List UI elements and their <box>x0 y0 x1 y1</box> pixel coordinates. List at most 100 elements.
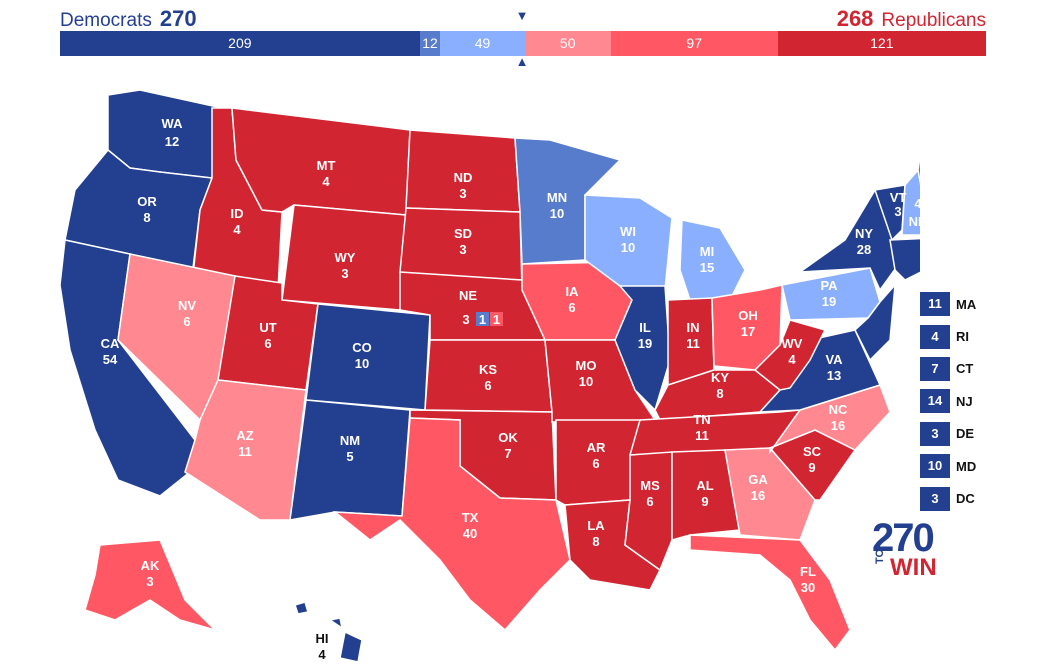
svg-text:NY: NY <box>855 226 873 241</box>
label-OR-abbr: OR <box>137 194 157 209</box>
label-OK-ev: 7 <box>504 446 511 461</box>
state-NH[interactable] <box>901 168 920 236</box>
svg-text:5: 5 <box>346 449 353 464</box>
label-OR-ev: 8 <box>143 210 150 225</box>
svg-text:TX: TX <box>462 510 479 525</box>
state-WV[interactable] <box>753 319 827 391</box>
svg-text:OH: OH <box>738 308 758 323</box>
state-GA[interactable] <box>724 447 816 541</box>
state-TX[interactable] <box>332 417 571 632</box>
small-state-ev: 3 <box>920 486 950 511</box>
label-MN-ev: 10 <box>550 206 564 221</box>
small-state-ev: 11 <box>920 292 950 317</box>
state-NJ-DE-MD[interactable] <box>854 282 896 362</box>
label-MI-ev: 15 <box>700 260 714 275</box>
state-IL[interactable] <box>614 285 671 412</box>
state-AZ[interactable] <box>184 379 307 521</box>
svg-text:3: 3 <box>459 242 466 257</box>
label-WV-abbr: WV <box>782 336 803 351</box>
logo-number: 270 <box>872 516 935 560</box>
270towin-logo: 270 TO WIN <box>872 518 944 582</box>
label-NV-ev: 6 <box>183 314 190 329</box>
svg-text:10: 10 <box>550 206 564 221</box>
svg-text:OR: OR <box>137 194 157 209</box>
svg-text:MS: MS <box>640 478 660 493</box>
label-SD-abbr: SD <box>454 226 472 241</box>
small-state-name: MD <box>956 458 977 474</box>
small-state-item[interactable]: 7 CT <box>920 353 976 385</box>
label-VT-abbr: VT <box>890 190 907 205</box>
label-CO-abbr: CO <box>352 340 372 355</box>
svg-text:WI: WI <box>620 224 636 239</box>
small-state-item[interactable]: 4 RI <box>920 320 976 352</box>
label-TX-abbr: TX <box>462 510 479 525</box>
svg-text:12: 12 <box>165 134 179 149</box>
label-WA-abbr: WA <box>162 116 184 131</box>
svg-text:TN: TN <box>693 412 710 427</box>
label-VA-ev: 13 <box>827 368 841 383</box>
svg-text:8: 8 <box>143 210 150 225</box>
svg-text:4: 4 <box>318 647 326 662</box>
label-UT-ev: 6 <box>264 336 271 351</box>
svg-text:6: 6 <box>568 300 575 315</box>
label-VT-ev: 3 <box>894 204 901 219</box>
democrats-label: Democrats 270 <box>60 6 197 32</box>
label-WY-ev: 3 <box>341 266 348 281</box>
state-ME[interactable] <box>917 118 920 235</box>
label-KY-ev: 8 <box>716 386 723 401</box>
democrats-name: Democrats <box>60 10 152 31</box>
svg-text:VT: VT <box>890 190 907 205</box>
svg-text:IN: IN <box>687 320 700 335</box>
us-electoral-map: WA 12 OR 8 CA 54 ID 4 NV 6 MT 4 WY 3 UT … <box>59 89 920 663</box>
svg-text:NC: NC <box>829 402 848 417</box>
svg-text:NH: NH <box>909 214 920 229</box>
republicans-name: Republicans <box>881 10 986 31</box>
label-NE-cd2: 1 <box>493 312 500 327</box>
small-states-list: 11 MA 4 RI 7 CT 14 NJ 3 DE 10 MD 3 DC <box>920 288 976 515</box>
svg-text:6: 6 <box>592 456 599 471</box>
small-state-item[interactable]: 3 DE <box>920 418 976 450</box>
svg-text:GA: GA <box>748 472 768 487</box>
svg-text:MT: MT <box>317 158 336 173</box>
svg-text:6: 6 <box>264 336 271 351</box>
nebraska-districts[interactable]: 1 1 <box>476 312 503 327</box>
small-state-ev: 3 <box>920 421 950 446</box>
label-WV-ev: 4 <box>788 352 796 367</box>
label-MS-ev: 6 <box>646 494 653 509</box>
label-WY-abbr: WY <box>335 250 356 265</box>
label-TN-abbr: TN <box>693 412 710 427</box>
svg-text:WV: WV <box>782 336 803 351</box>
label-VA-abbr: VA <box>825 352 843 367</box>
small-state-item[interactable]: 3 DC <box>920 482 976 514</box>
state-FL[interactable] <box>689 534 851 652</box>
state-NE-coast[interactable] <box>889 237 920 281</box>
svg-text:WY: WY <box>335 250 356 265</box>
small-state-item[interactable]: 10 MD <box>920 450 976 482</box>
label-ND-abbr: ND <box>454 170 473 185</box>
label-ID-ev: 4 <box>233 222 241 237</box>
svg-text:15: 15 <box>700 260 714 275</box>
state-HI[interactable] <box>294 601 363 663</box>
small-state-name: DE <box>956 426 975 442</box>
svg-text:MO: MO <box>576 358 597 373</box>
label-NY-ev: 28 <box>857 242 871 257</box>
small-state-item[interactable]: 11 MA <box>920 288 976 320</box>
svg-text:16: 16 <box>751 488 765 503</box>
label-PA-abbr: PA <box>820 278 838 293</box>
label-LA-ev: 8 <box>592 534 599 549</box>
svg-text:19: 19 <box>822 294 836 309</box>
state-AL[interactable] <box>671 449 741 541</box>
small-state-ev: 7 <box>920 356 950 381</box>
small-state-item[interactable]: 14 NJ <box>920 385 976 417</box>
label-AL-ev: 9 <box>701 494 708 509</box>
svg-text:IL: IL <box>639 320 651 335</box>
state-AK[interactable] <box>84 539 218 632</box>
label-NC-ev: 16 <box>831 418 845 433</box>
label-PA-ev: 19 <box>822 294 836 309</box>
label-NE-cd1: 1 <box>479 312 486 327</box>
label-WI-abbr: WI <box>620 224 636 239</box>
svg-text:HI: HI <box>316 631 329 646</box>
small-state-ev: 10 <box>920 454 950 479</box>
svg-text:AR: AR <box>587 440 606 455</box>
label-IL-ev: 19 <box>638 336 652 351</box>
